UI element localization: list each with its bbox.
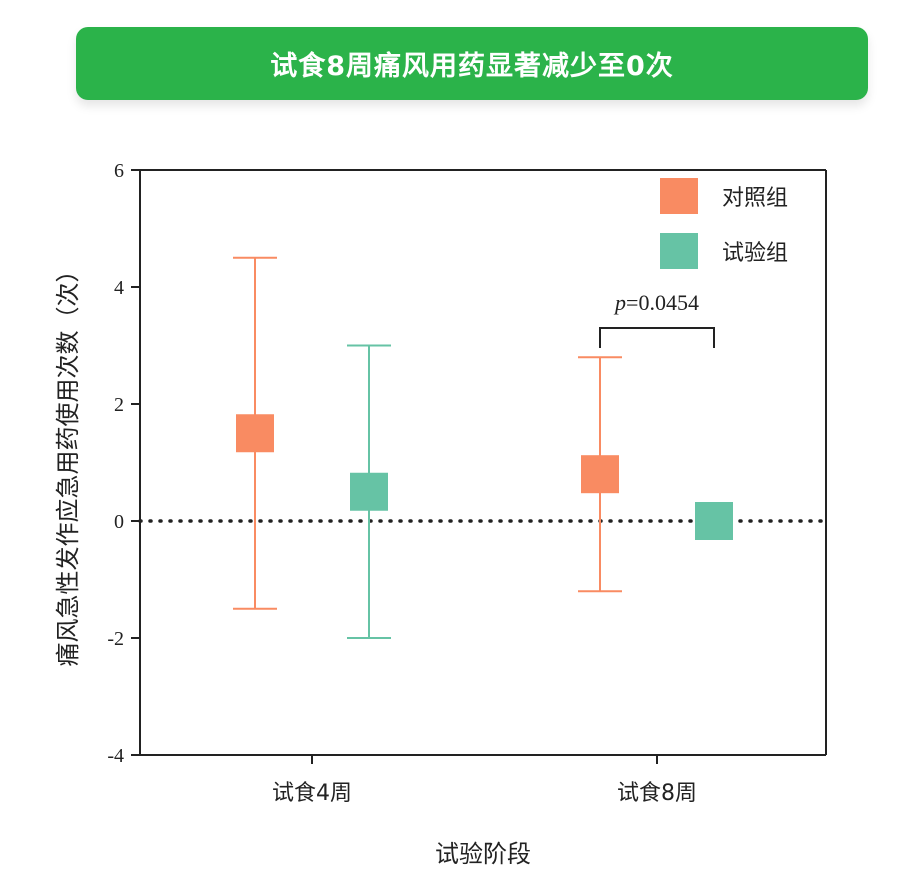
data-point-marker	[236, 414, 274, 453]
legend-label: 对照组	[722, 186, 788, 211]
legend-swatch	[660, 233, 698, 269]
banner-title: 试食8周痛风用药显著减少至0次	[270, 51, 674, 82]
y-tick-label: 6	[114, 160, 124, 182]
legend-label: 试验组	[722, 241, 788, 266]
significance-bracket	[599, 327, 715, 348]
legend-swatch	[660, 178, 698, 214]
data-point-marker	[350, 472, 388, 511]
x-axis-title: 试验阶段	[435, 840, 531, 868]
y-tick-label: 4	[114, 277, 124, 299]
data-point-marker	[695, 502, 733, 540]
title-banner: 试食8周痛风用药显著减少至0次	[76, 27, 868, 100]
y-tick-label: 0	[114, 511, 124, 533]
p-value-label: p=0.0454	[613, 290, 699, 315]
y-tick-label: -4	[107, 745, 124, 767]
x-tick-label: 试食8周	[617, 781, 697, 806]
x-tick-label: 试食4周	[272, 781, 352, 806]
data-point-marker	[581, 455, 619, 494]
y-tick-label: -2	[107, 628, 124, 650]
y-axis-title: 痛风急性发作应急用药使用次数（次）	[54, 259, 82, 667]
y-tick-label: 2	[114, 394, 124, 416]
